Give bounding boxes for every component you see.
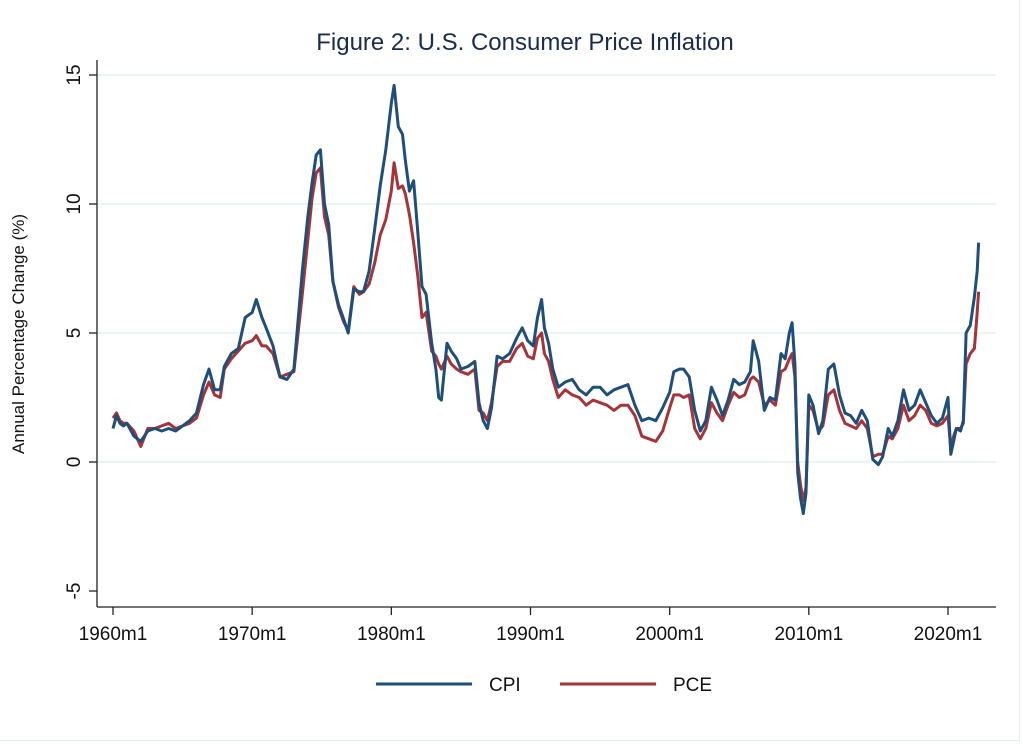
legend-label: PCE xyxy=(673,675,712,696)
legend: CPI PCE xyxy=(376,675,712,696)
series-line-cpi xyxy=(111,83,981,516)
x-tick-label: 2010m1 xyxy=(774,624,843,645)
y-tick-label: 5 xyxy=(64,328,85,339)
legend-item-cpi: CPI xyxy=(376,675,521,696)
y-tick-label: 10 xyxy=(64,193,85,214)
x-tick-label: 1970m1 xyxy=(218,624,287,645)
legend-item-pce: PCE xyxy=(560,675,712,696)
x-tick-label: 1980m1 xyxy=(357,624,426,645)
x-tick-label: 1960m1 xyxy=(79,624,148,645)
y-axis-title: Annual Percentage Change (%) xyxy=(9,214,28,454)
legend-label: CPI xyxy=(489,675,521,696)
y-tick-label: 15 xyxy=(64,64,85,85)
x-tick-label: 2020m1 xyxy=(914,624,983,645)
gridlines xyxy=(97,74,996,463)
y-tick-label: -5 xyxy=(64,583,85,600)
y-ticks: 15 10 5 0 -5 xyxy=(64,64,97,599)
chart-title: Figure 2: U.S. Consumer Price Inflation xyxy=(316,29,734,56)
x-tick-label: 2000m1 xyxy=(635,624,704,645)
y-tick-label: 0 xyxy=(64,457,85,468)
x-tick-label: 1990m1 xyxy=(496,624,565,645)
x-ticks: 1960m1 1970m1 1980m1 1990m1 2000m1 2010m1 2020… xyxy=(79,607,983,645)
series-layer xyxy=(111,83,981,516)
